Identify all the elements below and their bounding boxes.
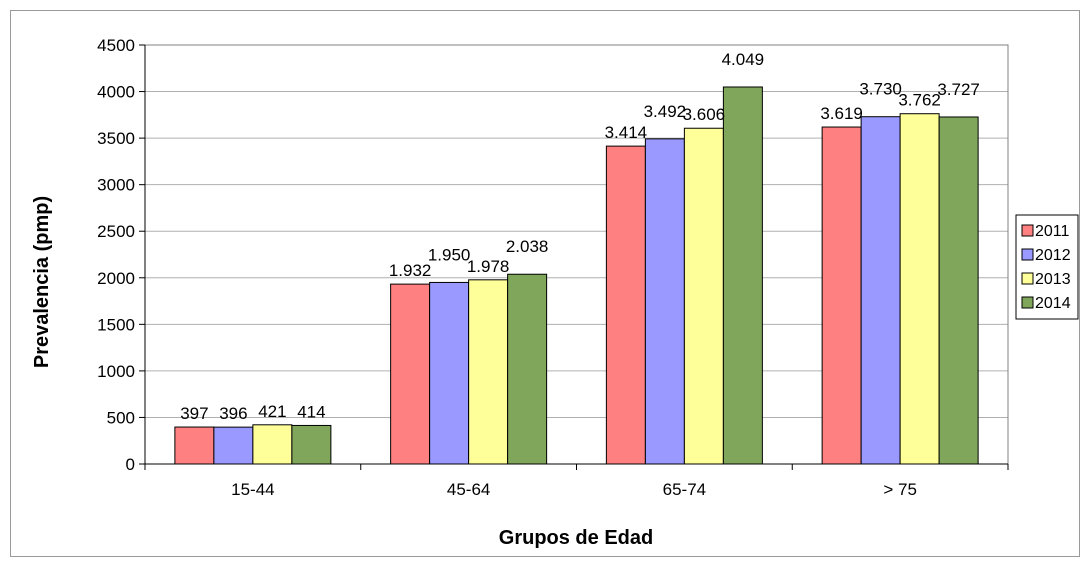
data-label: 3.606 <box>683 105 726 124</box>
x-axis-label: Grupos de Edad <box>499 527 653 549</box>
bars <box>174 86 979 465</box>
bar <box>860 116 901 465</box>
bar <box>468 279 509 465</box>
y-tick-label: 500 <box>107 408 135 427</box>
bar <box>507 273 548 465</box>
data-label: 3.414 <box>605 123 648 142</box>
bar <box>605 145 646 465</box>
bar <box>722 86 763 465</box>
y-tick-label: 1500 <box>97 315 135 334</box>
legend-swatch <box>1021 296 1034 309</box>
legend-label: 2013 <box>1035 271 1071 288</box>
y-tick-label: 3000 <box>97 176 135 195</box>
legend-swatch <box>1021 248 1034 261</box>
legend-swatch <box>1021 224 1034 237</box>
data-label: 3.730 <box>859 80 902 99</box>
data-label: 396 <box>219 404 247 423</box>
y-tick-label: 2500 <box>97 222 135 241</box>
data-label: 414 <box>297 402 325 421</box>
data-label: 397 <box>180 404 208 423</box>
legend-label: 2011 <box>1035 223 1070 240</box>
bar <box>899 113 940 465</box>
x-tick-label: 15-44 <box>231 480 274 499</box>
bar <box>213 426 254 465</box>
data-label: 1.932 <box>389 261 432 280</box>
y-tick-label: 3500 <box>97 129 135 148</box>
y-tick-label: 2000 <box>97 269 135 288</box>
y-tick-label: 1000 <box>97 362 135 381</box>
bar <box>821 126 862 465</box>
data-label: 3.492 <box>644 102 687 121</box>
bar <box>174 426 215 465</box>
data-label: 2.038 <box>506 237 549 256</box>
data-label: 3.762 <box>898 91 941 110</box>
bar <box>938 116 979 465</box>
data-label: 3.727 <box>937 80 980 99</box>
bar <box>390 283 431 465</box>
bar <box>291 424 332 465</box>
data-label: 1.978 <box>467 257 510 276</box>
y-tick-label: 0 <box>126 455 135 474</box>
x-tick-label: > 75 <box>883 480 917 499</box>
y-axis-label: Prevalencia (pmp) <box>31 196 53 368</box>
legend-swatch <box>1021 272 1034 285</box>
bar <box>252 424 293 465</box>
y-tick-label: 4500 <box>97 36 135 55</box>
y-tick-label: 4000 <box>97 83 135 102</box>
legend-label: 2012 <box>1035 247 1071 264</box>
data-label: 1.950 <box>428 245 471 264</box>
bar <box>644 138 685 465</box>
data-label: 4.049 <box>722 50 765 69</box>
legend-label: 2014 <box>1035 295 1071 312</box>
data-label: 421 <box>258 402 286 421</box>
x-tick-label: 65-74 <box>663 480 706 499</box>
bar <box>683 127 724 465</box>
legend: 2011 2012 2013 2014 <box>1015 214 1079 320</box>
data-label: 3.619 <box>820 104 863 123</box>
x-tick-label: 45-64 <box>447 480 490 499</box>
tick-labels: 0 500 1000 1500 2000 2500 3000 3500 4000 4500 15-4… <box>97 36 1009 499</box>
bar <box>429 281 470 465</box>
